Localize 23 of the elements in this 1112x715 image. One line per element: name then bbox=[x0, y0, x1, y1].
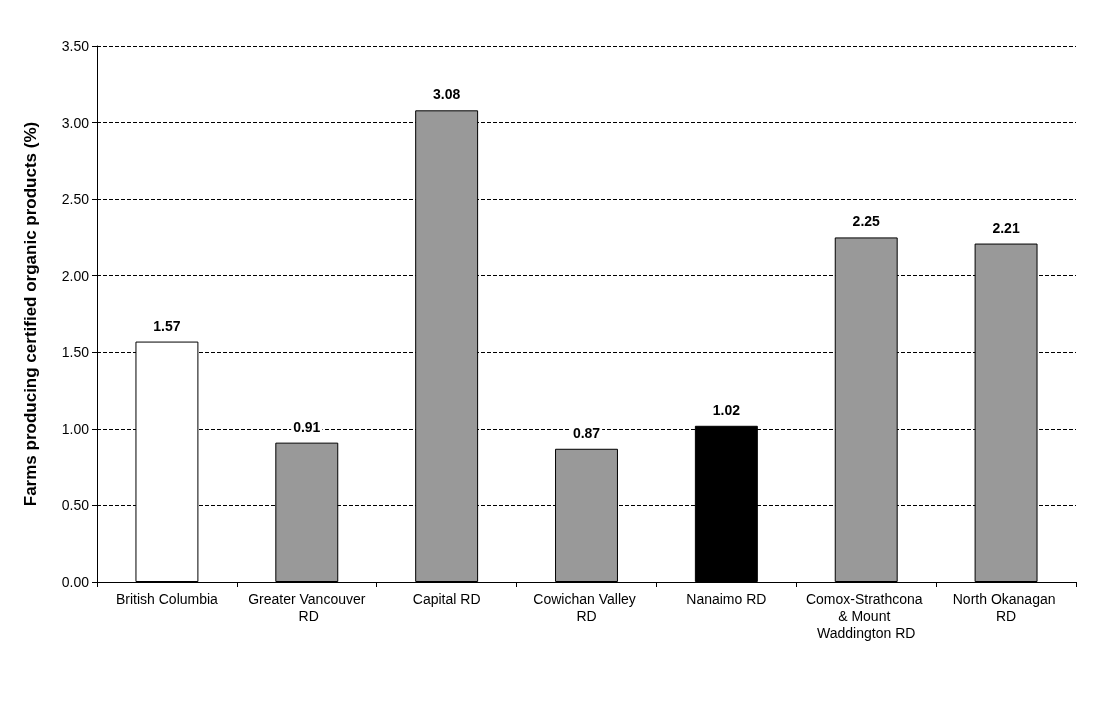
y-tick-label: 3.00 bbox=[61, 114, 90, 131]
y-axis-title: Farms producing certified organic products (%) bbox=[21, 121, 40, 507]
y-tick-label: 1.00 bbox=[61, 420, 90, 437]
data-label: 0.91 bbox=[293, 418, 321, 435]
y-tick-label: 2.50 bbox=[61, 191, 90, 208]
y-tick-label: 2.00 bbox=[61, 267, 90, 284]
data-label: 1.57 bbox=[153, 317, 181, 334]
x-tick-label: Comox-Strathcona & Mount Waddington RD bbox=[805, 590, 927, 641]
x-tick-label: North Okanagan RD bbox=[952, 590, 1060, 624]
data-label: 0.87 bbox=[572, 424, 601, 441]
data-label: 1.02 bbox=[712, 401, 741, 418]
x-tick-label: Capital RD bbox=[412, 590, 481, 607]
x-tick-label: Greater Vancouver RD bbox=[248, 590, 366, 624]
y-tick-label: 0.00 bbox=[61, 574, 90, 590]
x-tick-label: Nanaimo RD bbox=[686, 590, 767, 607]
data-label: 2.21 bbox=[992, 219, 1020, 236]
y-tick-label: 0.50 bbox=[61, 497, 90, 514]
y-tick-label: 1.50 bbox=[61, 344, 90, 361]
y-tick-label: 3.50 bbox=[61, 38, 90, 54]
data-label: 3.08 bbox=[433, 86, 461, 103]
x-tick-label: Cowichan Valley RD bbox=[533, 590, 640, 624]
x-tick-label: British Columbia bbox=[115, 590, 219, 607]
data-label: 2.25 bbox=[852, 213, 881, 230]
